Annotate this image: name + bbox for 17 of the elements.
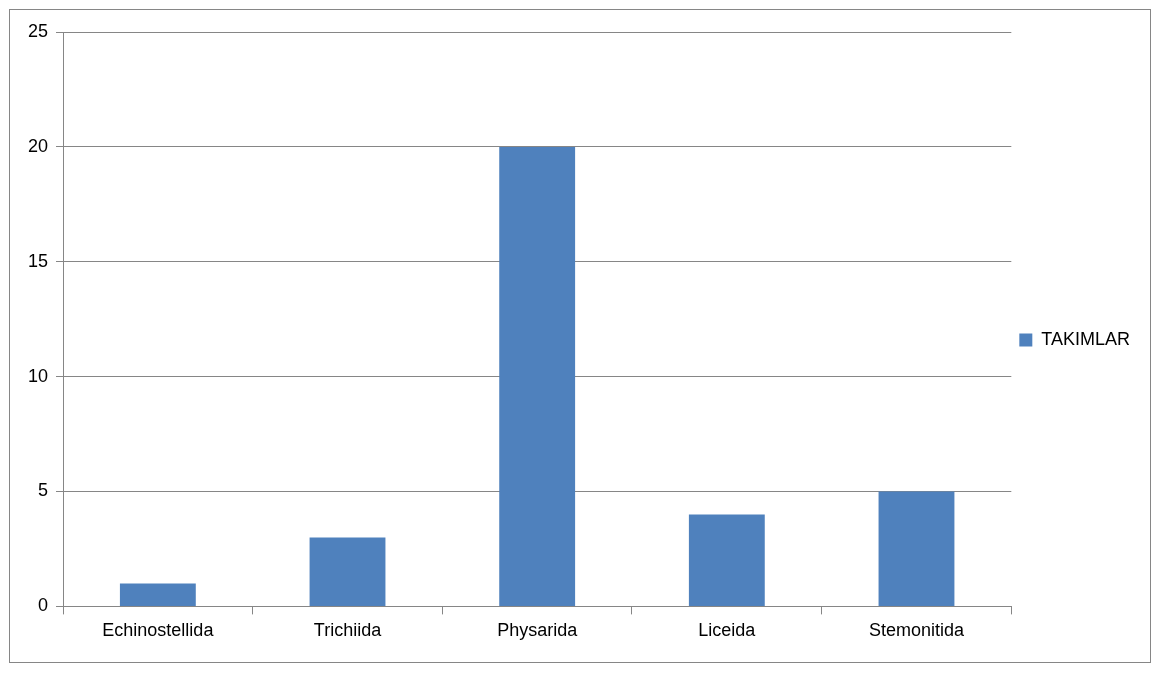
bar <box>688 514 765 606</box>
x-tick-label: Physarida <box>497 620 579 641</box>
y-tick-label: 20 <box>27 135 49 156</box>
x-tick-label: Echinostellida <box>102 620 215 641</box>
bar <box>309 537 386 606</box>
x-tick-label: Stemonitida <box>868 620 965 641</box>
legend-label: TAKIMLAR <box>1041 328 1131 349</box>
bar <box>878 491 955 606</box>
bar <box>499 146 576 606</box>
x-tick-label: Trichiida <box>313 620 383 641</box>
x-tick-label: Liceida <box>698 620 757 641</box>
y-tick-label: 15 <box>27 250 49 271</box>
y-tick-label: 25 <box>27 20 49 41</box>
y-tick-label: 10 <box>27 365 49 386</box>
bar <box>119 583 196 606</box>
y-tick-label: 5 <box>38 480 49 501</box>
y-tick-label: 0 <box>38 595 49 616</box>
